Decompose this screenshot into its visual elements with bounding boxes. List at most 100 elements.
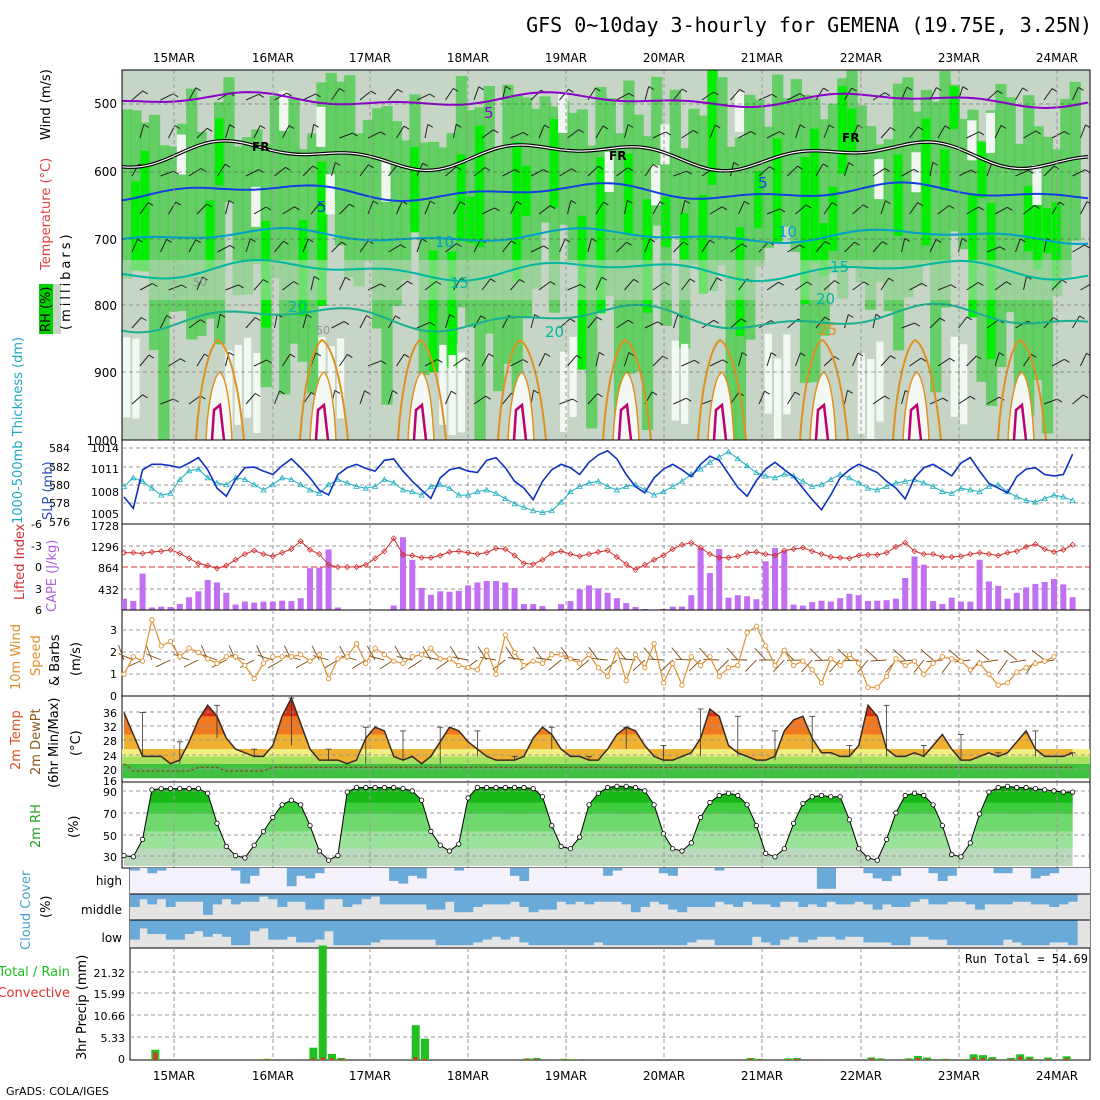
precip-convective-bar <box>264 1059 269 1060</box>
wind-speed-point <box>521 662 527 669</box>
wind-barb-flag <box>181 284 187 289</box>
cape-gridlines <box>122 524 1090 610</box>
rh-point <box>967 840 973 846</box>
cloud-bar <box>417 920 427 940</box>
credit: GrADS: COLA/IGES <box>6 1085 109 1098</box>
wind-barb <box>986 162 993 177</box>
cloud-bar <box>137 920 148 929</box>
rh-point <box>549 822 555 829</box>
wind-speed-point <box>195 649 202 656</box>
wind-barb-flag <box>1084 244 1090 249</box>
wind-barb <box>986 246 1001 253</box>
thickness-point <box>836 471 844 477</box>
cape-bar <box>390 605 397 610</box>
lifted-index-point <box>251 547 258 554</box>
wind-speed-point <box>930 660 936 666</box>
lifted-index-point <box>465 549 472 556</box>
lifted-index-point <box>372 555 379 562</box>
wind-speed-point <box>614 647 620 653</box>
cloud-bar <box>1002 868 1013 874</box>
wind-speed-point <box>139 658 146 664</box>
cloud-bar <box>314 894 325 910</box>
cape-bar <box>158 606 165 610</box>
rh-dry-patch <box>251 186 261 227</box>
cape-bar <box>604 592 611 610</box>
wind-barb-flag <box>306 314 312 318</box>
lifted-index-point <box>762 551 769 558</box>
wind-barb-flag <box>543 169 549 174</box>
cloud-bar <box>268 894 278 900</box>
ylabel-precip-1: Total / Rain <box>0 965 70 980</box>
thickness-point <box>167 490 174 496</box>
cape-bar <box>483 581 490 610</box>
cloud-bar <box>249 894 260 902</box>
rh-point <box>195 785 201 792</box>
rh-column <box>883 139 895 312</box>
wind-barb <box>473 239 481 253</box>
wind-speed-point <box>865 684 871 690</box>
cloud-bar <box>928 868 939 874</box>
lifted-index-point <box>288 546 295 553</box>
wind-barb-flag <box>1007 206 1013 211</box>
lifted-index-point <box>409 552 416 559</box>
top-date-label: 21MAR <box>741 51 783 65</box>
warm-plume-contour <box>997 338 1047 440</box>
wind-tick: 2 <box>110 646 117 659</box>
surface-wind-barb <box>647 658 664 661</box>
contour-label: FR <box>609 149 626 163</box>
wind-barb-flag <box>349 203 355 208</box>
wind-barb-flag <box>315 352 322 357</box>
cloud-bar <box>844 894 855 905</box>
cape-bar <box>669 606 676 610</box>
thickness-point <box>269 481 276 488</box>
lifted-index-point <box>744 549 751 556</box>
lifted-index-point <box>604 547 611 554</box>
cloud-bar <box>240 868 251 884</box>
rh-point <box>456 841 462 847</box>
wind-barb <box>331 321 345 329</box>
wind-barb <box>196 353 205 367</box>
run-total: Run Total = 54.69 <box>965 952 1088 966</box>
rh-dry-patch <box>967 120 977 161</box>
wind-barb-flag <box>143 124 150 128</box>
lifted-index-point <box>669 546 676 553</box>
cloud-bar <box>891 868 902 876</box>
wind-barb <box>538 281 551 291</box>
pressure-tick: 800 <box>94 299 117 313</box>
rh-dry-patch <box>876 341 884 422</box>
wind-barb <box>245 317 256 329</box>
wind-speed-point <box>911 658 918 664</box>
cloud-bar <box>435 920 446 946</box>
cloud-bar <box>668 920 678 946</box>
cape-tick: 864 <box>98 562 119 575</box>
warm-plume-contour <box>195 338 245 440</box>
cloud-bar <box>130 920 140 937</box>
cloud-bar <box>891 920 902 946</box>
rh-column <box>604 98 616 296</box>
rh-point <box>577 834 583 840</box>
wind-barb <box>929 162 934 177</box>
cape-bar <box>502 582 509 610</box>
lifted-index-point <box>548 550 555 557</box>
cloud-bar <box>844 920 855 937</box>
pressure-axis: 500 600 700 800 900 1000 <box>86 97 117 448</box>
lifted-index-point <box>688 539 695 546</box>
cape-bar <box>865 601 871 610</box>
cape-bar <box>623 603 630 610</box>
chart-title: GFS 0~10day 3-hourly for GEMENA (19.75E,… <box>526 13 1092 37</box>
wind-barb <box>616 241 627 253</box>
wind-barb <box>445 166 457 177</box>
rh-dry-patch <box>439 344 447 425</box>
precip-convective-bar <box>943 1059 948 1060</box>
slp-gridlines <box>122 440 1090 524</box>
precip-convective-bar <box>339 1058 344 1060</box>
wind-barb <box>339 354 348 367</box>
rh-moist-patch <box>828 186 839 251</box>
wind-barb-flag <box>519 278 525 283</box>
cape-bar <box>930 601 937 610</box>
wind-barb-flag <box>543 245 549 250</box>
cloud-bar <box>556 894 567 902</box>
cape-bar <box>427 594 434 610</box>
cloud-level-label: middle <box>81 903 122 917</box>
wind-tick: 1 <box>110 668 117 681</box>
